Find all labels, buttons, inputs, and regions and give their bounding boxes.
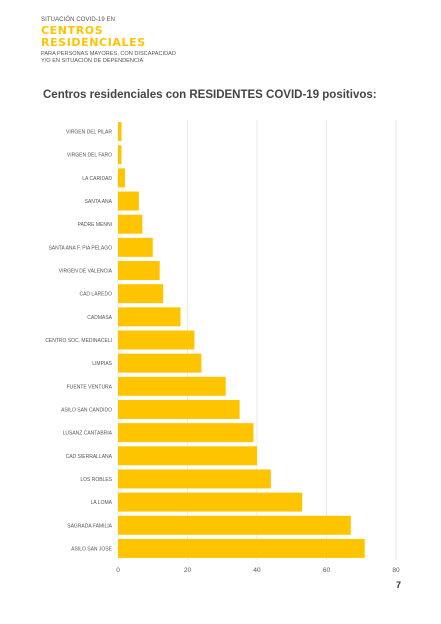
bar bbox=[118, 446, 257, 466]
header-kicker: SITUACIÓN COVID-19 EN bbox=[41, 17, 116, 23]
bar bbox=[118, 122, 122, 142]
category-label: LUSANZ CANTABRIA bbox=[63, 431, 113, 437]
header-title-line1: CENTROS bbox=[41, 24, 104, 37]
bar bbox=[118, 538, 365, 558]
category-label: VIRGEN DE VALENCIA bbox=[59, 269, 113, 275]
category-label: PADRE MENNI bbox=[78, 222, 112, 228]
page-number: 7 bbox=[396, 580, 402, 590]
bar bbox=[118, 469, 271, 489]
category-label: SANTA ANA bbox=[85, 199, 113, 205]
bar bbox=[118, 492, 303, 512]
x-tick-label: 20 bbox=[184, 567, 192, 574]
header-subtitle-line2: Y/O EN SITUACIÓN DE DEPENDENCIA bbox=[41, 57, 144, 64]
bar bbox=[118, 376, 226, 396]
category-label: CENTRO SOC. MEDINACELI bbox=[45, 338, 112, 344]
category-label: CAD SIERRALLANA bbox=[66, 454, 113, 460]
bar bbox=[118, 307, 181, 327]
bar bbox=[118, 214, 143, 234]
category-label: LOS ROBLES bbox=[80, 477, 112, 483]
category-label: ASILO SAN CANDIDO bbox=[61, 407, 112, 413]
x-tick-label: 60 bbox=[323, 567, 331, 574]
category-label: LA LOMA bbox=[91, 500, 113, 506]
bar bbox=[118, 353, 202, 373]
category-label: SANTA ANA F. PIA PELAGO bbox=[48, 245, 112, 251]
x-tick-label: 40 bbox=[253, 567, 261, 574]
x-tick-label: 80 bbox=[392, 567, 400, 574]
header-subtitle-line1: PARA PERSONAS MAYORES, CON DISCAPACIDAD bbox=[41, 51, 176, 57]
category-label: VIRGEN DEL PILAR bbox=[66, 130, 112, 136]
category-label: LA CARIDAD bbox=[82, 176, 112, 182]
header-title-line2: RESIDENCIALES bbox=[41, 36, 146, 49]
bar bbox=[118, 399, 240, 419]
bar bbox=[118, 145, 122, 165]
bar bbox=[118, 191, 139, 211]
bar bbox=[118, 515, 351, 535]
chart-title: Centros residenciales con RESIDENTES COV… bbox=[43, 89, 377, 101]
bar bbox=[118, 237, 153, 257]
category-label: LIMPIAS bbox=[92, 361, 112, 367]
bar bbox=[118, 330, 195, 350]
category-label: SAGRADA FAMILIA bbox=[67, 523, 112, 529]
bar bbox=[118, 168, 125, 188]
page-header: SITUACIÓN COVID-19 EN CENTROS RESIDENCIA… bbox=[41, 17, 176, 64]
bar bbox=[118, 261, 160, 281]
bar bbox=[118, 284, 164, 304]
category-label: CAD LAREDO bbox=[79, 292, 112, 298]
category-label: ASILO SAN JOSE bbox=[71, 546, 113, 552]
x-tick-label: 0 bbox=[116, 567, 120, 574]
bar bbox=[118, 423, 254, 443]
category-label: VIRGEN DEL FARO bbox=[67, 153, 112, 159]
category-label: FUENTE VENTURA bbox=[67, 384, 113, 390]
category-label: CADMASA bbox=[87, 315, 112, 321]
